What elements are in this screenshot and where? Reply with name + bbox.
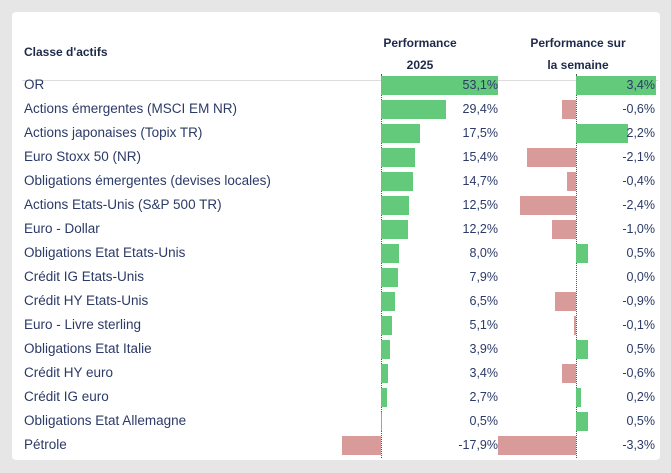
bar <box>381 123 420 143</box>
value-label: 12,5% <box>462 198 498 212</box>
category-label: Obligations Etat Allemagne <box>24 413 187 428</box>
bar <box>561 99 576 119</box>
bar <box>576 411 588 431</box>
zero-line <box>381 74 382 458</box>
category-label: Crédit IG euro <box>24 389 109 404</box>
value-label: 15,4% <box>462 150 498 164</box>
series-header: Performance 2025 <box>383 36 457 72</box>
value-label: 2,7% <box>469 390 499 404</box>
bar <box>381 75 498 95</box>
value-label: 0,5% <box>626 342 656 356</box>
value-label: -2,1% <box>622 150 655 164</box>
value-label: 6,5% <box>469 294 499 308</box>
value-label: -0,9% <box>622 294 655 308</box>
bar <box>381 147 415 167</box>
category-label: Actions Etats-Unis (S&P 500 TR) <box>24 197 222 212</box>
category-label: Crédit IG Etats-Unis <box>24 269 145 284</box>
bar <box>381 171 414 191</box>
value-label: 29,4% <box>462 102 498 116</box>
value-label: -0,1% <box>622 318 655 332</box>
category-label: OR <box>24 77 45 92</box>
value-label: 0,5% <box>469 414 499 428</box>
value-label: -0,6% <box>622 102 655 116</box>
bar <box>552 219 576 239</box>
zero-line <box>576 74 577 458</box>
series-header: Performance sur la semaine <box>530 36 626 72</box>
value-label: 17,5% <box>462 126 498 140</box>
bar <box>576 243 588 263</box>
bar <box>526 147 576 167</box>
category-label: Euro - Dollar <box>24 221 100 236</box>
bar <box>381 315 393 335</box>
bar <box>561 363 576 383</box>
bar <box>381 363 389 383</box>
category-label: Euro Stoxx 50 (NR) <box>24 149 142 164</box>
bar <box>381 219 408 239</box>
value-label: -0,4% <box>622 174 655 188</box>
bar <box>576 339 588 359</box>
bar <box>566 171 576 191</box>
category-label: Euro - Livre sterling <box>24 317 142 332</box>
bar <box>381 267 399 287</box>
category-label: Pétrole <box>24 437 67 452</box>
bar <box>554 291 576 311</box>
category-label: Actions japonaises (Topix TR) <box>24 125 203 140</box>
value-label: 12,2% <box>462 222 498 236</box>
header-line <box>22 80 658 81</box>
value-label: -2,4% <box>622 198 655 212</box>
bar <box>341 435 381 455</box>
value-label: 7,9% <box>469 270 499 284</box>
bar <box>381 195 409 215</box>
value-label: 0,5% <box>626 246 656 260</box>
value-label: 3,4% <box>469 366 499 380</box>
bar <box>576 387 581 407</box>
category-header: Classe d'actifs <box>24 45 108 59</box>
value-label: 8,0% <box>469 246 499 260</box>
bar <box>381 339 390 359</box>
category-label: Crédit HY Etats-Unis <box>24 293 149 308</box>
value-label: 0,0% <box>626 270 656 284</box>
category-label: Obligations Etat Etats-Unis <box>24 245 186 260</box>
category-label: Actions émergentes (MSCI EM NR) <box>24 101 238 116</box>
bar <box>381 291 396 311</box>
value-label: 53,1% <box>462 78 498 92</box>
bar <box>573 315 576 335</box>
value-label: 5,1% <box>469 318 499 332</box>
value-label: 3,9% <box>469 342 499 356</box>
value-label: 3,4% <box>626 78 656 92</box>
value-label: -3,3% <box>622 438 655 452</box>
category-label: Crédit HY euro <box>24 365 114 380</box>
bar <box>381 99 446 119</box>
value-label: 0,2% <box>626 390 656 404</box>
panel: Classe d'actifs OR Actions émergentes (MS… <box>12 12 660 460</box>
bar <box>576 75 656 95</box>
value-label: 2,2% <box>626 126 656 140</box>
value-label: 0,5% <box>626 414 656 428</box>
value-label: -1,0% <box>622 222 655 236</box>
value-label: 14,7% <box>462 174 498 188</box>
bar <box>381 387 387 407</box>
bar <box>576 123 628 143</box>
bar <box>498 435 576 455</box>
category-label: Obligations Etat Italie <box>24 341 152 356</box>
bar <box>381 411 383 431</box>
bar <box>519 195 576 215</box>
category-label: Obligations émergentes (devises locales) <box>24 173 271 188</box>
bar <box>381 243 399 263</box>
value-label: -17,9% <box>458 438 498 452</box>
value-label: -0,6% <box>622 366 655 380</box>
